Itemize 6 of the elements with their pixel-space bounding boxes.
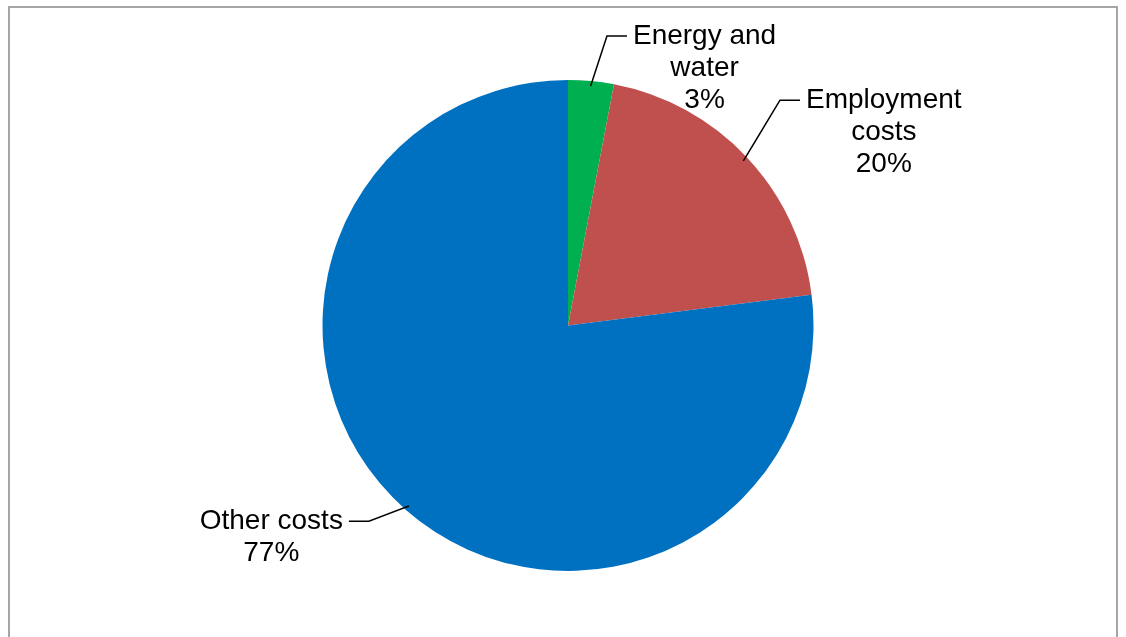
slice-label: Employment costs xyxy=(805,82,962,146)
slice-label: Energy and water xyxy=(632,18,777,82)
data-label: 77% xyxy=(243,535,300,567)
slice-label: Other costs xyxy=(199,503,343,535)
data-label: 20% xyxy=(855,146,912,178)
data-label: 3% xyxy=(684,82,725,114)
